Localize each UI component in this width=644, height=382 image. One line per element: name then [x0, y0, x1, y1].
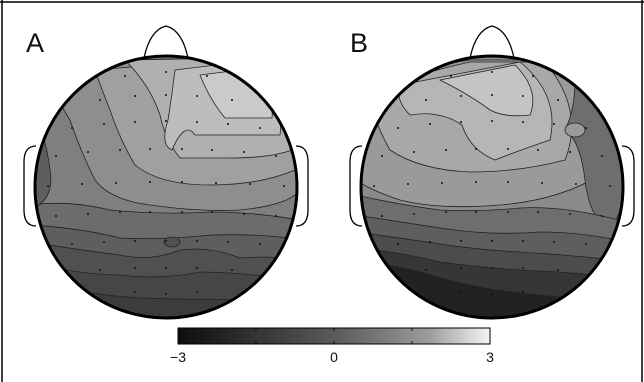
- panel-b-label: B: [350, 28, 368, 58]
- panel-a-contours: [35, 56, 297, 318]
- colorbar-tick-min: −3: [170, 349, 186, 365]
- panel-a-head-outline: [33, 54, 299, 320]
- panel-a: A: [23, 25, 309, 320]
- panel-b: B: [349, 25, 635, 320]
- colorbar: −3 0 3: [170, 327, 494, 365]
- panel-a-left-ear: [23, 145, 37, 227]
- panel-b-head-outline: [359, 54, 625, 320]
- panel-a-right-ear: [295, 145, 309, 227]
- panel-a-electrodes: [47, 71, 285, 295]
- panel-a-label: A: [26, 28, 44, 58]
- panel-b-nose: [469, 25, 515, 59]
- colorbar-tick-max: 3: [486, 349, 494, 365]
- panel-b-right-ear: [621, 145, 635, 227]
- colorbar-tick-zero: 0: [330, 349, 338, 365]
- panel-a-nose: [143, 25, 189, 59]
- panel-b-electrodes: [373, 71, 611, 295]
- colorbar-minor-ticks: [255, 328, 491, 344]
- panel-b-left-ear: [349, 145, 363, 227]
- panel-b-contours: [361, 56, 623, 318]
